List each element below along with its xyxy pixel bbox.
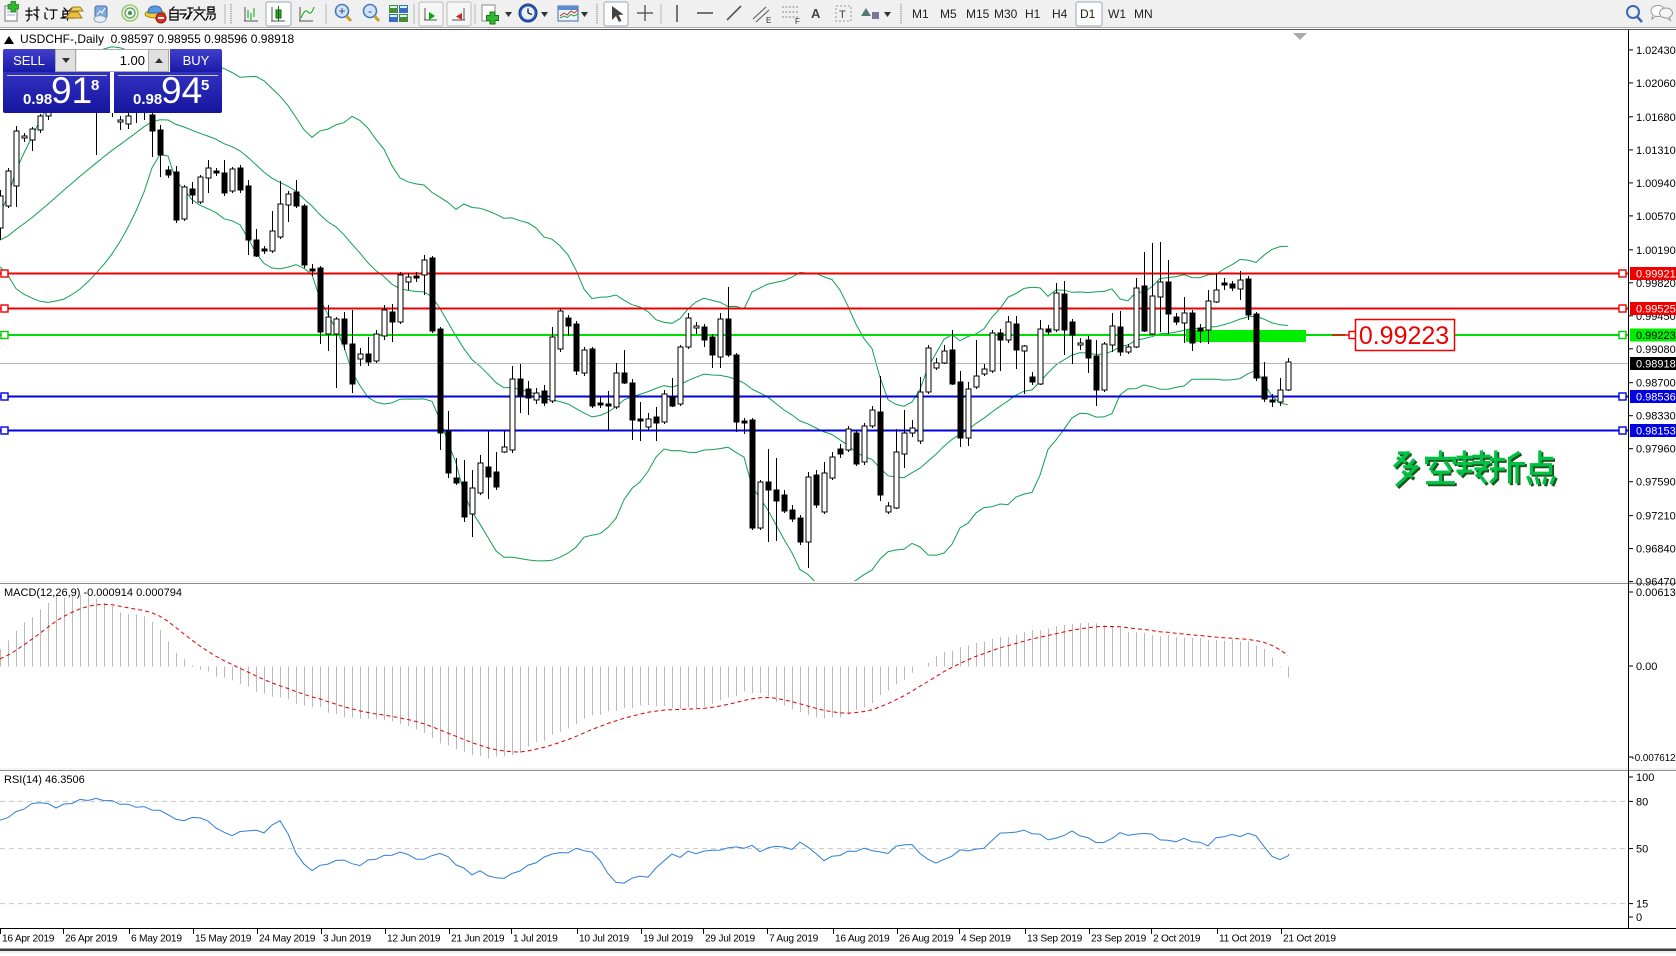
svg-text:15 May 2019: 15 May 2019 bbox=[195, 934, 252, 945]
svg-text:0.99921: 0.99921 bbox=[1636, 269, 1676, 281]
svg-text:H4: H4 bbox=[1052, 7, 1068, 21]
svg-text:0.98918: 0.98918 bbox=[1636, 359, 1676, 371]
svg-text:A: A bbox=[811, 6, 821, 21]
svg-text:0.99820: 0.99820 bbox=[1636, 278, 1676, 290]
svg-text:0.98153: 0.98153 bbox=[1636, 426, 1676, 438]
svg-text:M5: M5 bbox=[940, 7, 957, 21]
svg-text:-: - bbox=[368, 4, 372, 18]
svg-text:7 Aug 2019: 7 Aug 2019 bbox=[769, 934, 819, 945]
svg-text:100: 100 bbox=[1636, 772, 1654, 784]
svg-text:50: 50 bbox=[1636, 844, 1648, 856]
svg-text:1 Jul 2019: 1 Jul 2019 bbox=[513, 934, 558, 945]
svg-text:0.99525: 0.99525 bbox=[1636, 304, 1676, 316]
svg-text:13 Sep 2019: 13 Sep 2019 bbox=[1027, 934, 1083, 945]
svg-text:1.02060: 1.02060 bbox=[1636, 78, 1676, 90]
svg-text:26 Apr 2019: 26 Apr 2019 bbox=[65, 934, 118, 945]
svg-text:0.97960: 0.97960 bbox=[1636, 444, 1676, 456]
svg-text:0.00: 0.00 bbox=[1636, 661, 1657, 673]
svg-text:11 Oct 2019: 11 Oct 2019 bbox=[1219, 934, 1272, 945]
svg-text:0.99080: 0.99080 bbox=[1636, 344, 1676, 356]
svg-text:23 Sep 2019: 23 Sep 2019 bbox=[1091, 934, 1147, 945]
svg-text:0.97590: 0.97590 bbox=[1636, 477, 1676, 489]
svg-text:21 Oct 2019: 21 Oct 2019 bbox=[1283, 934, 1336, 945]
svg-text:0.96470: 0.96470 bbox=[1636, 577, 1676, 589]
svg-text:24 May 2019: 24 May 2019 bbox=[259, 934, 316, 945]
svg-text:0.98700: 0.98700 bbox=[1636, 378, 1676, 390]
svg-text:16 Apr 2019: 16 Apr 2019 bbox=[2, 934, 55, 945]
svg-text:0.98536: 0.98536 bbox=[1636, 392, 1676, 404]
svg-text:15: 15 bbox=[1636, 899, 1648, 911]
svg-text:0.98330: 0.98330 bbox=[1636, 411, 1676, 423]
svg-text:1.01310: 1.01310 bbox=[1636, 145, 1676, 157]
svg-text:M15: M15 bbox=[966, 7, 990, 21]
svg-text:1.02430: 1.02430 bbox=[1636, 45, 1676, 57]
svg-text:3 Jun 2019: 3 Jun 2019 bbox=[323, 934, 371, 945]
svg-text:0.96840: 0.96840 bbox=[1636, 544, 1676, 556]
svg-text:D1: D1 bbox=[1080, 7, 1096, 21]
svg-text:21 Jun 2019: 21 Jun 2019 bbox=[451, 934, 505, 945]
svg-text:W1: W1 bbox=[1108, 7, 1126, 21]
svg-text:RSI(14) 46.3506: RSI(14) 46.3506 bbox=[4, 774, 85, 786]
svg-text:19 Jul 2019: 19 Jul 2019 bbox=[643, 934, 694, 945]
svg-text:M1: M1 bbox=[912, 7, 929, 21]
svg-text:1.00190: 1.00190 bbox=[1636, 245, 1676, 257]
svg-text:80: 80 bbox=[1636, 796, 1648, 808]
svg-text:H1: H1 bbox=[1025, 7, 1041, 21]
svg-text:0.00613: 0.00613 bbox=[1636, 587, 1676, 599]
svg-text:0.97210: 0.97210 bbox=[1636, 511, 1676, 523]
svg-text:29 Jul 2019: 29 Jul 2019 bbox=[705, 934, 756, 945]
svg-text:E: E bbox=[766, 16, 771, 25]
svg-text:MN: MN bbox=[1134, 7, 1153, 21]
svg-text:-0.007612: -0.007612 bbox=[1632, 753, 1676, 764]
svg-text:26 Aug 2019: 26 Aug 2019 bbox=[899, 934, 954, 945]
svg-text:1.01680: 1.01680 bbox=[1636, 112, 1676, 124]
svg-text:1.00940: 1.00940 bbox=[1636, 178, 1676, 190]
svg-text:F: F bbox=[795, 17, 800, 26]
svg-text:M30: M30 bbox=[994, 7, 1018, 21]
svg-text:0.99223: 0.99223 bbox=[1636, 330, 1676, 342]
svg-text:1.00570: 1.00570 bbox=[1636, 211, 1676, 223]
svg-text:T: T bbox=[839, 9, 846, 21]
svg-text:0.99223: 0.99223 bbox=[1359, 322, 1449, 350]
svg-text:16 Aug 2019: 16 Aug 2019 bbox=[835, 934, 890, 945]
svg-text:MACD(12,26,9) -0.000914 0.0007: MACD(12,26,9) -0.000914 0.000794 bbox=[4, 587, 182, 599]
svg-text:4 Sep 2019: 4 Sep 2019 bbox=[961, 934, 1011, 945]
svg-text:0: 0 bbox=[1636, 912, 1642, 924]
svg-text:6 May 2019: 6 May 2019 bbox=[131, 934, 182, 945]
svg-text:2 Oct 2019: 2 Oct 2019 bbox=[1153, 934, 1201, 945]
svg-text:12 Jun 2019: 12 Jun 2019 bbox=[387, 934, 441, 945]
svg-text:10 Jul 2019: 10 Jul 2019 bbox=[579, 934, 630, 945]
svg-text:+: + bbox=[338, 4, 345, 18]
